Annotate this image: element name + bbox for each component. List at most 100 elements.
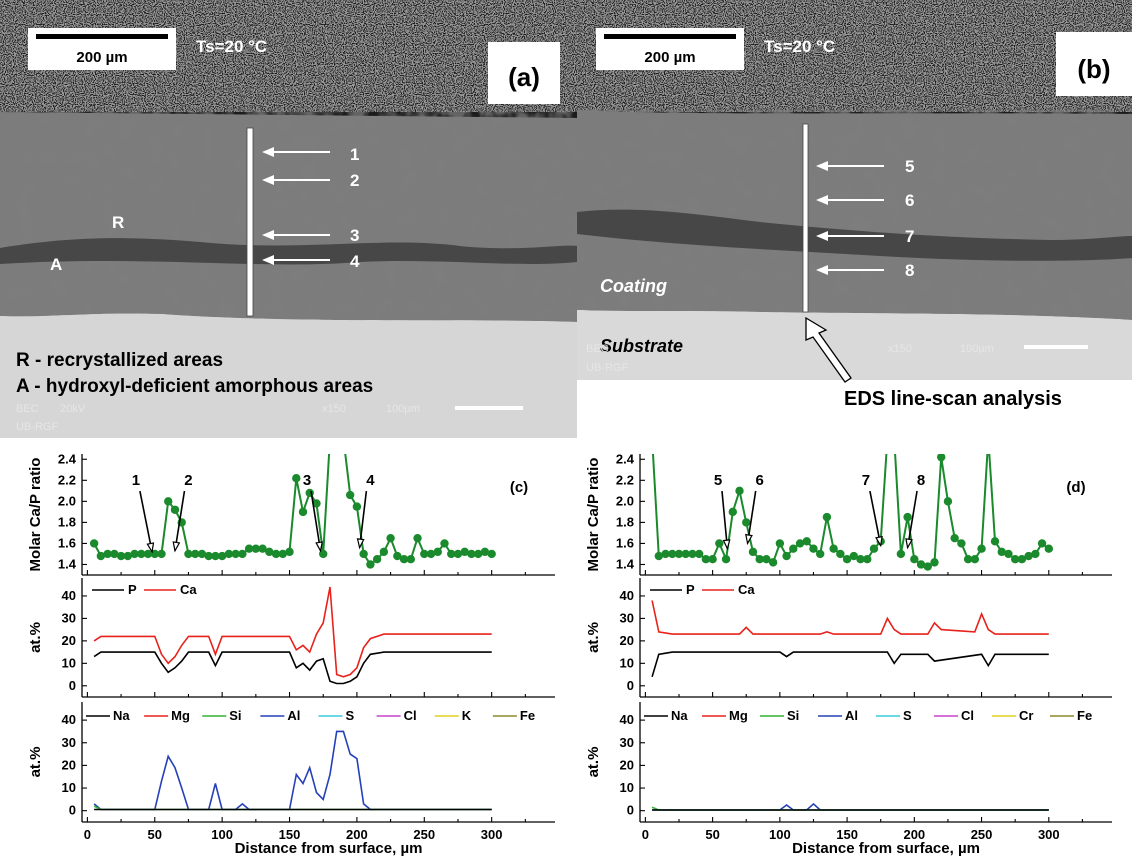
sem-a-overlay-scalebar [455, 406, 523, 410]
sem-a-marker-2: 2 [350, 171, 359, 190]
chart-d2-ytick-label: 20 [620, 633, 634, 648]
series-line-P [651, 651, 1049, 678]
chart-c3: 0 10 20 30 40 0 50 100 150 200 250 300 Distance from… [27, 702, 555, 857]
sem-b-coating-label: Coating [600, 276, 667, 296]
marker-arrow-3 [262, 230, 330, 240]
data-point [990, 537, 1000, 546]
data-point [224, 549, 234, 559]
data-point [271, 549, 281, 559]
series-line-P [93, 651, 492, 685]
sem-b-substrate-label: Substrate [600, 336, 683, 356]
chart-d3-xtick-label: 250 [971, 827, 993, 842]
data-point [815, 549, 825, 559]
sem-a-legend-A: A - hydroxyl-deficient amorphous areas [16, 376, 373, 397]
legend-label-S: S [903, 708, 912, 723]
legend-label-Na: Na [671, 708, 688, 723]
data-point [137, 549, 146, 559]
chart-c-ytick-label: 2.0 [58, 493, 76, 508]
data-point [896, 549, 906, 559]
data-point [943, 497, 953, 506]
data-point [190, 549, 200, 559]
chart-c3-ytick-label: 30 [62, 735, 76, 750]
chart-c-marker-3: 3 [303, 472, 311, 489]
chart-c-marker-arrowhead-2 [172, 541, 181, 553]
chart-c2-ytick-label: 10 [62, 655, 76, 670]
sem-b-marker-7: 7 [905, 227, 914, 246]
legend-label-Si: Si [787, 708, 799, 723]
legend-label-Fe: Fe [1077, 708, 1092, 723]
data-point [715, 539, 724, 548]
chart-c-panel-label: (c) [510, 479, 528, 496]
data-point [386, 533, 395, 543]
chart-d-ytick-label: 2.2 [616, 472, 634, 487]
legend-label-S: S [346, 708, 355, 723]
sem-b-temperature: Ts=20 °C [764, 37, 835, 56]
legend-label-Mg: Mg [171, 708, 190, 723]
data-point [251, 544, 261, 553]
data-point [231, 549, 240, 559]
chart-d-ytick-label: 1.8 [616, 514, 634, 529]
legend-label-Na: Na [113, 708, 130, 723]
sem-a-temperature: Ts=20 °C [196, 37, 267, 56]
marker-arrow-5 [816, 161, 884, 171]
sem-b-overlay-detector: BEC [586, 343, 609, 355]
data-point [278, 549, 287, 559]
sem-a-marker-1: 1 [350, 145, 359, 164]
sem-b-overlay-scalebar [1024, 345, 1088, 349]
chart-d-marker-arrowhead-5 [722, 539, 731, 551]
data-point [755, 555, 764, 564]
data-point [103, 549, 112, 559]
data-point [768, 558, 778, 567]
chart-c2-series [93, 586, 492, 685]
chart-c: 1.4 1.6 1.8 2.0 2.2 2.4 Molar Ca/P ratio (c) 1 2 3… [27, 451, 555, 576]
data-point [782, 551, 791, 561]
chart-d3-xtick-label: 150 [836, 827, 858, 842]
data-point [910, 555, 919, 564]
data-point [742, 518, 751, 527]
chart-c3-xtick-label: 150 [279, 827, 301, 842]
data-point [211, 551, 220, 561]
data-point [406, 555, 416, 564]
data-point [1017, 555, 1027, 564]
sem-a-overlay-detector: BEC [16, 403, 39, 415]
marker-arrow-8 [816, 265, 884, 275]
data-point [721, 555, 731, 564]
chart-d3-series [651, 802, 1049, 811]
data-point [123, 551, 133, 561]
data-point [204, 551, 213, 561]
series-line-Ca [651, 600, 1049, 635]
sem-a-overlay-voltage: 20kV [60, 403, 86, 415]
data-point [480, 547, 490, 557]
sem-a-legend-R: R - recrystallized areas [16, 350, 223, 371]
data-point [473, 549, 483, 559]
chart-d-panel-label: (d) [1066, 479, 1085, 496]
data-point [372, 555, 382, 564]
data-point [977, 544, 986, 553]
chart-d-marker-arrowhead-8 [905, 538, 913, 550]
data-point [957, 539, 966, 548]
chart-c-marker-arrow-3 [310, 490, 322, 551]
sem-a-scan-line [246, 127, 254, 317]
data-point [1044, 544, 1053, 553]
chart-c-ytick-label: 2.4 [58, 451, 77, 466]
chart-d3-ytick-label: 20 [620, 757, 634, 772]
chart-c-marker-1: 1 [132, 472, 140, 489]
data-point [701, 555, 711, 564]
data-point [399, 555, 409, 564]
chart-d3-y-label: at.% [585, 747, 602, 778]
chart-c-marker-4: 4 [366, 472, 375, 489]
chart-d3-xtick-label: 100 [769, 827, 791, 842]
data-point [345, 490, 355, 500]
data-point [890, 434, 898, 442]
eds-line-scan-label: EDS line-scan analysis [844, 388, 1062, 410]
sem-b-panel-label: (b) [1077, 54, 1110, 84]
sem-a-panel-label: (a) [508, 62, 540, 92]
data-point [164, 497, 173, 506]
marker-arrow-2 [262, 175, 330, 185]
sem-b-marker-6: 6 [905, 191, 914, 210]
chart-d2-y-label: at.% [585, 622, 602, 653]
chart-d-y-label: Molar Ca/P ratio [585, 458, 602, 572]
chart-c-series [89, 454, 496, 569]
legend-label-Al: Al [287, 708, 300, 723]
series-line-CaP [651, 454, 1050, 568]
